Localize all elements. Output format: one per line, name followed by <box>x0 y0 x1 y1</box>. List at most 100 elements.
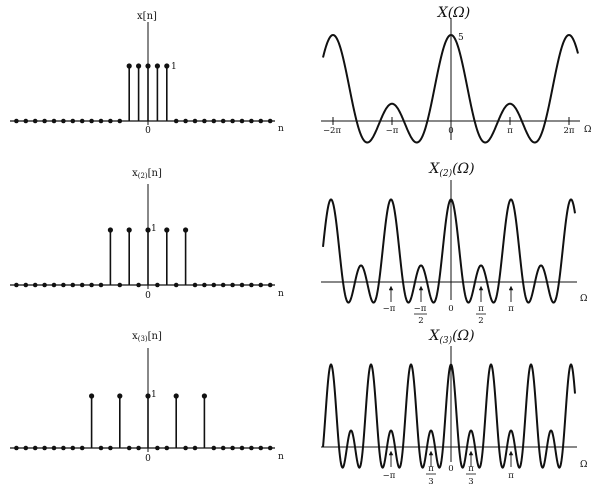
zero-sample-dot <box>258 282 264 288</box>
zero-sample-dot <box>230 282 235 288</box>
zero-sample-dot <box>79 118 85 124</box>
zero-sample-dot <box>61 282 66 288</box>
stem-zero-label: 0 <box>145 454 151 464</box>
zero-sample-dot <box>117 282 123 288</box>
zero-sample-dot <box>42 118 47 124</box>
svg-text:3: 3 <box>428 477 433 487</box>
stem-title-x2: x(2)[n] <box>132 168 162 180</box>
stem-marker <box>126 63 132 69</box>
spectrum-axis-label: Ω <box>580 460 587 470</box>
zero-sample-dot <box>32 445 38 451</box>
tick-label: 0 <box>448 126 453 136</box>
zero-sample-dot <box>239 118 245 124</box>
tick-label-fraction: π 3 <box>426 464 436 487</box>
tick-label: π <box>508 304 514 314</box>
stem-plot-x <box>10 22 275 125</box>
stem-marker <box>154 63 160 69</box>
stem-value-label: 1 <box>151 224 157 234</box>
spectrum-title-X2: X(2)(Ω) <box>428 161 474 179</box>
zero-sample-dot <box>136 282 141 288</box>
zero-sample-dot <box>51 445 57 451</box>
stem-marker <box>201 393 207 399</box>
zero-sample-dot <box>89 118 94 124</box>
zero-sample-dot <box>258 445 264 451</box>
zero-sample-dot <box>136 445 141 451</box>
zero-sample-dot <box>70 118 76 124</box>
zero-sample-dot <box>51 118 57 124</box>
svg-text:2: 2 <box>478 316 483 326</box>
stem-title-x: x[n] <box>137 11 157 22</box>
tick-label: 0 <box>448 464 453 474</box>
svg-text:−π: −π <box>414 304 427 314</box>
zero-sample-dot <box>70 445 76 451</box>
stem-zero-label: 0 <box>145 291 151 301</box>
stem-value-label: 1 <box>171 62 177 72</box>
zero-sample-dot <box>23 445 29 451</box>
spectrum-curve <box>322 363 576 469</box>
stem-marker <box>145 227 151 233</box>
stem-marker <box>164 227 170 233</box>
tick-label-fraction: −π 2 <box>414 304 427 326</box>
tick-label: −π <box>386 126 399 136</box>
zero-sample-dot <box>267 445 273 451</box>
tick-label-fraction: π 3 <box>466 464 476 487</box>
stem-plot-x3 <box>10 348 275 452</box>
zero-sample-dot <box>117 118 123 124</box>
zero-sample-dot <box>32 282 38 288</box>
zero-sample-dot <box>211 282 217 288</box>
stem-marker <box>145 63 151 69</box>
zero-sample-dot <box>79 282 85 288</box>
spectrum-curve <box>322 33 579 144</box>
tick-label-fraction: π 2 <box>476 304 486 326</box>
zero-sample-dot <box>211 118 217 124</box>
svg-text:3: 3 <box>468 477 473 487</box>
stem-marker <box>89 393 95 399</box>
spectrum-title-X3: X(3)(Ω) <box>428 328 474 346</box>
stem-marker <box>164 63 170 69</box>
stem-marker <box>126 227 132 233</box>
spectrum-plot-X2 <box>321 180 577 304</box>
zero-sample-dot <box>126 445 132 451</box>
zero-sample-dot <box>23 282 29 288</box>
zero-sample-dot <box>98 282 104 288</box>
zero-sample-dot <box>23 118 29 124</box>
zero-sample-dot <box>32 118 38 124</box>
zero-sample-dot <box>183 118 188 124</box>
tick-label: 2π <box>564 126 575 136</box>
tick-label: −2π <box>323 126 342 136</box>
stem-marker <box>173 393 179 399</box>
spectrum-axis-label: Ω <box>584 125 591 135</box>
tick-label: 0 <box>448 304 453 314</box>
tick-label: −π <box>383 304 396 314</box>
svg-text:π: π <box>468 464 474 474</box>
zero-sample-dot <box>249 445 254 451</box>
stem-plot-x2 <box>10 184 275 289</box>
zero-sample-dot <box>51 282 57 288</box>
zero-sample-dot <box>14 445 19 451</box>
svg-text:2: 2 <box>418 316 423 326</box>
zero-sample-dot <box>258 118 264 124</box>
zero-sample-dot <box>108 445 113 451</box>
zero-sample-dot <box>42 282 47 288</box>
zero-sample-dot <box>239 282 245 288</box>
spectrum-title-X: X(Ω) <box>437 5 471 21</box>
stem-zero-label: 0 <box>145 126 151 136</box>
spectrum-plot-X <box>321 18 580 144</box>
zero-sample-dot <box>98 445 104 451</box>
stem-axis-label: n <box>278 452 284 462</box>
zero-sample-dot <box>70 282 76 288</box>
stem-marker <box>145 393 151 399</box>
zero-sample-dot <box>192 282 198 288</box>
tick-label: π <box>507 126 513 136</box>
stem-marker <box>183 227 189 233</box>
zero-sample-dot <box>61 118 66 124</box>
tick-label: π <box>508 471 514 481</box>
zero-sample-dot <box>14 118 19 124</box>
zero-sample-dot <box>155 282 160 288</box>
zero-sample-dot <box>89 282 94 288</box>
svg-text:π: π <box>478 304 484 314</box>
zero-sample-dot <box>220 282 226 288</box>
zero-sample-dot <box>61 445 66 451</box>
spectrum-peak-label: 5 <box>458 33 464 43</box>
zero-sample-dot <box>249 118 254 124</box>
